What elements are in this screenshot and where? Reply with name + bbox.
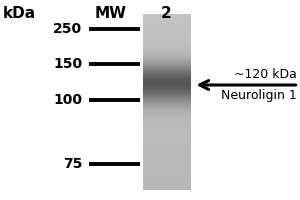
Text: 100: 100 xyxy=(53,93,82,107)
Text: 250: 250 xyxy=(53,22,82,36)
Text: 150: 150 xyxy=(53,57,82,71)
Text: ~120 kDa: ~120 kDa xyxy=(234,68,297,81)
Text: 75: 75 xyxy=(63,157,83,171)
Text: kDa: kDa xyxy=(3,6,36,21)
Text: Neuroligin 1: Neuroligin 1 xyxy=(221,89,297,102)
Text: MW: MW xyxy=(95,6,127,21)
Text: 2: 2 xyxy=(161,6,172,21)
